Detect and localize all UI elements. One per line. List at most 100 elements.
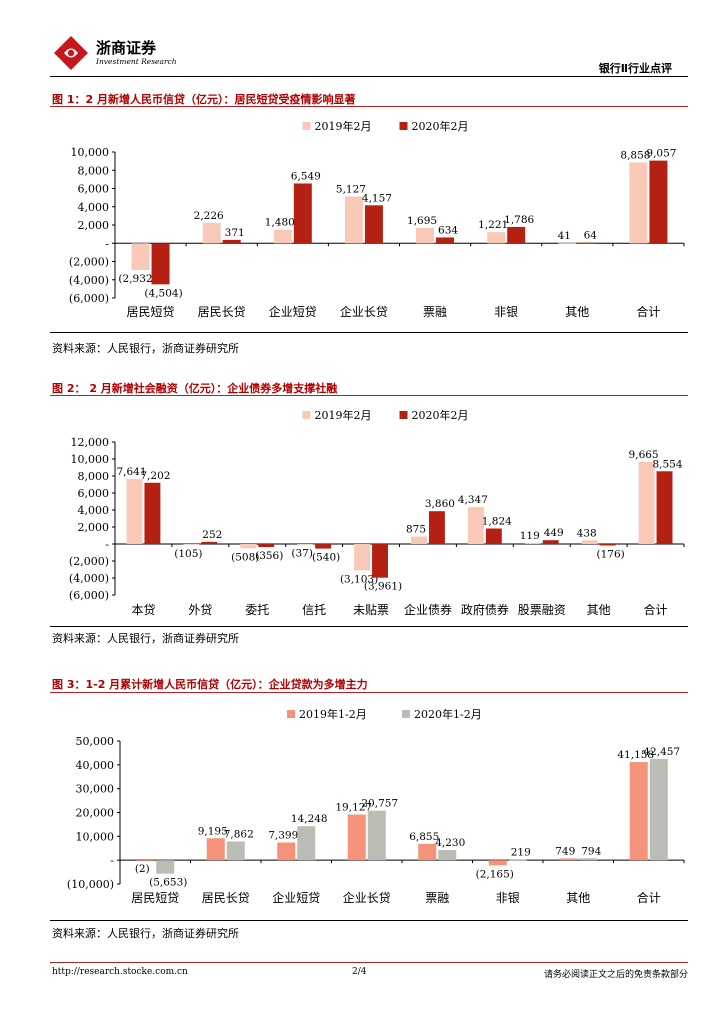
bar (656, 471, 673, 544)
y-tick-label: (4,000) (69, 572, 109, 585)
bar (183, 544, 200, 545)
x-tick-label: 合计 (637, 890, 661, 905)
x-tick-label: 合计 (636, 304, 660, 319)
x-tick-label: 其他 (565, 305, 589, 319)
y-tick-label: 2,000 (78, 219, 110, 232)
data-label: 14,248 (291, 813, 328, 825)
legend-label: 2020年2月 (412, 119, 469, 133)
bar (578, 242, 597, 244)
figure-1-title: 图 1：2 月新增人民币信贷（亿元）：居民短贷受疫情影响显著 (52, 93, 356, 106)
legend-swatch (399, 122, 408, 130)
figure-3-chart: 2019年1-2月 2020年1-2月 50,000 40,000 30,000 20,0… (67, 707, 685, 905)
data-label: 1,786 (504, 214, 534, 226)
bar (581, 540, 598, 544)
bar (485, 528, 502, 544)
data-label: 42,457 (643, 746, 680, 758)
data-label: 119 (520, 530, 540, 542)
x-tick-label: 票融 (425, 891, 449, 905)
bar (144, 482, 161, 544)
legend-label: 2019年1-2月 (299, 707, 367, 721)
figure-2-top-rule (50, 395, 688, 396)
bar (126, 479, 143, 544)
figure-1-source: 资料来源：人民银行，浙商证券研究所 (52, 342, 239, 355)
figure-3-source: 资料来源：人民银行，浙商证券研究所 (52, 927, 239, 940)
data-label: 7,202 (140, 470, 170, 482)
bar (629, 162, 648, 244)
company-logo: 浙商证券 Investment Research (52, 34, 177, 72)
bar (277, 842, 296, 861)
y-tick-label: 10,000 (71, 146, 110, 159)
bar (411, 536, 427, 544)
x-tick-label: 委托 (245, 603, 269, 617)
data-label: 6,549 (291, 170, 321, 182)
data-label: 438 (577, 527, 597, 539)
bar (488, 860, 507, 866)
bar (273, 229, 292, 244)
y-tick-label: (2,000) (69, 555, 109, 568)
data-label: 64 (584, 230, 598, 242)
bar (507, 226, 526, 244)
y-tick-label: (6,000) (69, 589, 109, 602)
x-tick-label: 合计 (644, 602, 668, 617)
x-tick-label: 股票融资 (518, 603, 566, 617)
legend-swatch (399, 411, 408, 419)
y-tick-label: 2,000 (78, 521, 110, 534)
x-tick-label: 企业长贷 (343, 890, 391, 905)
figure-2-title: 图 2： 2 月新增社会融资（亿元）：企业债券多增支撑社融 (52, 382, 338, 395)
data-label: 219 (511, 847, 531, 859)
y-tick-label: 20,000 (76, 807, 115, 820)
company-name: 浙商证券 (96, 39, 157, 57)
data-label: 3,860 (425, 498, 455, 510)
bar (136, 860, 155, 861)
figure-3-top-rule (50, 692, 688, 693)
x-tick-label: 居民长贷 (198, 305, 246, 319)
x-tick-label: 票融 (423, 305, 447, 319)
figure-2-bottom-rule (50, 626, 688, 627)
legend-label: 2020年2月 (412, 408, 469, 422)
y-tick-label: 12,000 (71, 436, 110, 449)
data-label: 634 (438, 224, 458, 236)
footer-url[interactable]: http://research.stocke.com.cn (52, 967, 188, 977)
y-tick-label: 8,000 (78, 470, 110, 483)
bar (559, 858, 578, 861)
y-tick-label: 40,000 (76, 759, 115, 772)
bar (372, 544, 388, 578)
x-tick-label: 本贷 (131, 603, 155, 617)
data-label: 1,221 (478, 219, 508, 231)
data-label: 4,347 (458, 494, 488, 506)
y-tick-label: 50,000 (76, 735, 115, 748)
legend-label: 2019年2月 (315, 408, 372, 422)
figure-1-top-rule (50, 106, 688, 107)
bar (558, 242, 577, 244)
data-label: 749 (555, 845, 575, 857)
data-label: (176) (596, 548, 624, 560)
bar (131, 243, 150, 271)
data-label: (37) (291, 547, 313, 559)
y-tick-label: 4,000 (78, 201, 110, 214)
footer-disclaimer: 请务必阅读正文之后的免责条款部分 (543, 970, 688, 980)
data-label: 1,695 (407, 215, 437, 227)
data-label: 41,158 (617, 749, 654, 761)
page-number: 2/4 (352, 967, 367, 977)
data-label: 4,230 (435, 837, 465, 849)
data-label: (3,961) (364, 581, 402, 593)
y-tick-label: 8,000 (78, 164, 110, 177)
bar (151, 243, 170, 285)
bar (599, 544, 616, 546)
data-label: 5,127 (336, 183, 366, 195)
bar (156, 860, 175, 874)
bar (638, 461, 655, 544)
data-label: (356) (255, 550, 283, 562)
y-tick-label: 10,000 (76, 830, 115, 843)
data-label: 9,057 (646, 148, 676, 160)
data-label: (5,653) (149, 877, 187, 889)
bar (315, 544, 332, 549)
x-tick-label: 居民长贷 (202, 891, 250, 905)
bar (487, 232, 506, 244)
x-tick-label: 企业短贷 (272, 890, 320, 905)
bar (524, 542, 541, 544)
bar (367, 810, 386, 861)
y-tick-label: (2,000) (69, 256, 109, 269)
bar (222, 239, 241, 244)
legend-swatch (402, 710, 410, 718)
